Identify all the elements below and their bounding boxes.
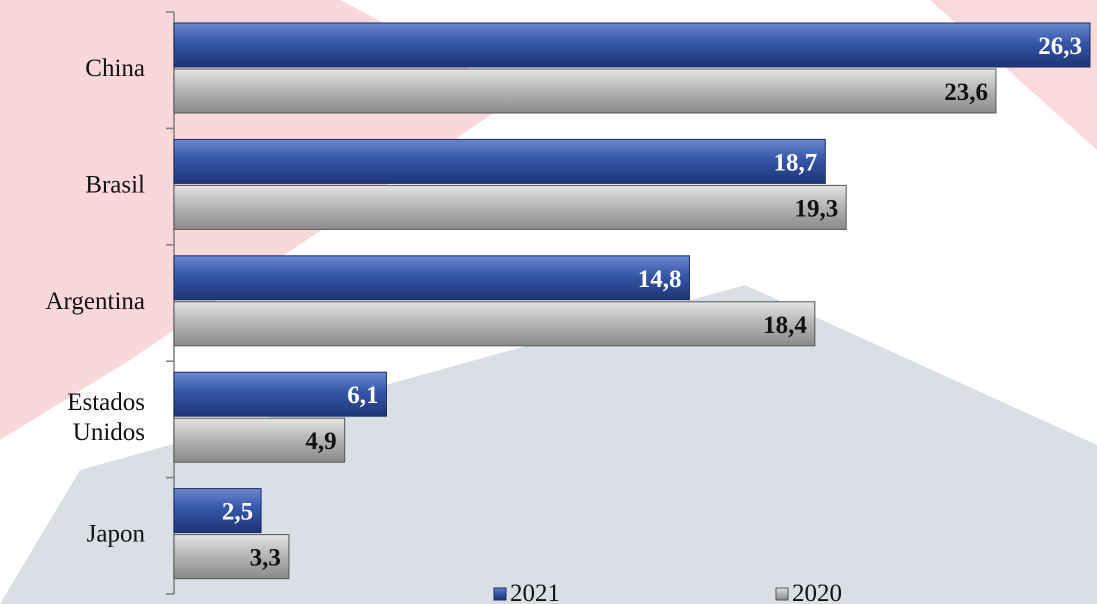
bar-2020-japon <box>173 534 290 580</box>
category-label-estados-unidos: Estados <box>67 389 145 416</box>
category-label-china: China <box>85 55 145 82</box>
value-label-2020-china: 23,6 <box>944 79 988 106</box>
value-label-2020-estados-unidos: 4,9 <box>305 428 336 455</box>
value-label-2021-japon: 2,5 <box>222 499 253 526</box>
bar-2021-japon <box>173 488 262 534</box>
value-label-2020-brasil: 19,3 <box>794 195 838 222</box>
category-labels: China Brasil Argentina Estados Unidos Japon <box>45 55 145 548</box>
bar-2021-estados-unidos <box>173 371 387 417</box>
bar-2021-brasil <box>173 138 826 184</box>
category-label-argentina: Argentina <box>45 288 145 315</box>
bar-2020-argentina <box>173 301 816 347</box>
value-label-2020-japon: 3,3 <box>250 545 281 572</box>
bar-2020-estados-unidos <box>173 417 346 463</box>
category-label-japon: Japon <box>87 521 146 548</box>
value-label-2020-argentina: 18,4 <box>763 312 807 339</box>
value-label-2021-argentina: 14,8 <box>638 266 682 293</box>
legend-label-2021: 2021 <box>510 580 560 604</box>
bar-2020-brasil <box>173 184 847 230</box>
category-label-brasil: Brasil <box>85 171 145 198</box>
legend-swatch-2020 <box>775 587 789 601</box>
background-gray-shape <box>0 285 1097 604</box>
legend: 2021 2020 <box>493 580 842 604</box>
value-label-2021-china: 26,3 <box>1038 33 1082 60</box>
value-label-2021-estados-unidos: 6,1 <box>347 382 378 409</box>
bars-group <box>173 22 1091 580</box>
value-labels: 26,3 23,6 18,7 19,3 14,8 18,4 6,1 4,9 2,5 3,3 <box>222 33 1082 572</box>
legend-swatch-2021 <box>493 587 507 601</box>
bar-2020-china <box>173 68 997 114</box>
category-label-estados-unidos: Unidos <box>73 419 145 446</box>
legend-label-2020: 2020 <box>792 580 842 604</box>
bar-2021-argentina <box>173 255 690 301</box>
value-label-2021-brasil: 18,7 <box>774 149 818 176</box>
y-axis <box>166 11 175 595</box>
bar-2021-china <box>173 22 1091 68</box>
